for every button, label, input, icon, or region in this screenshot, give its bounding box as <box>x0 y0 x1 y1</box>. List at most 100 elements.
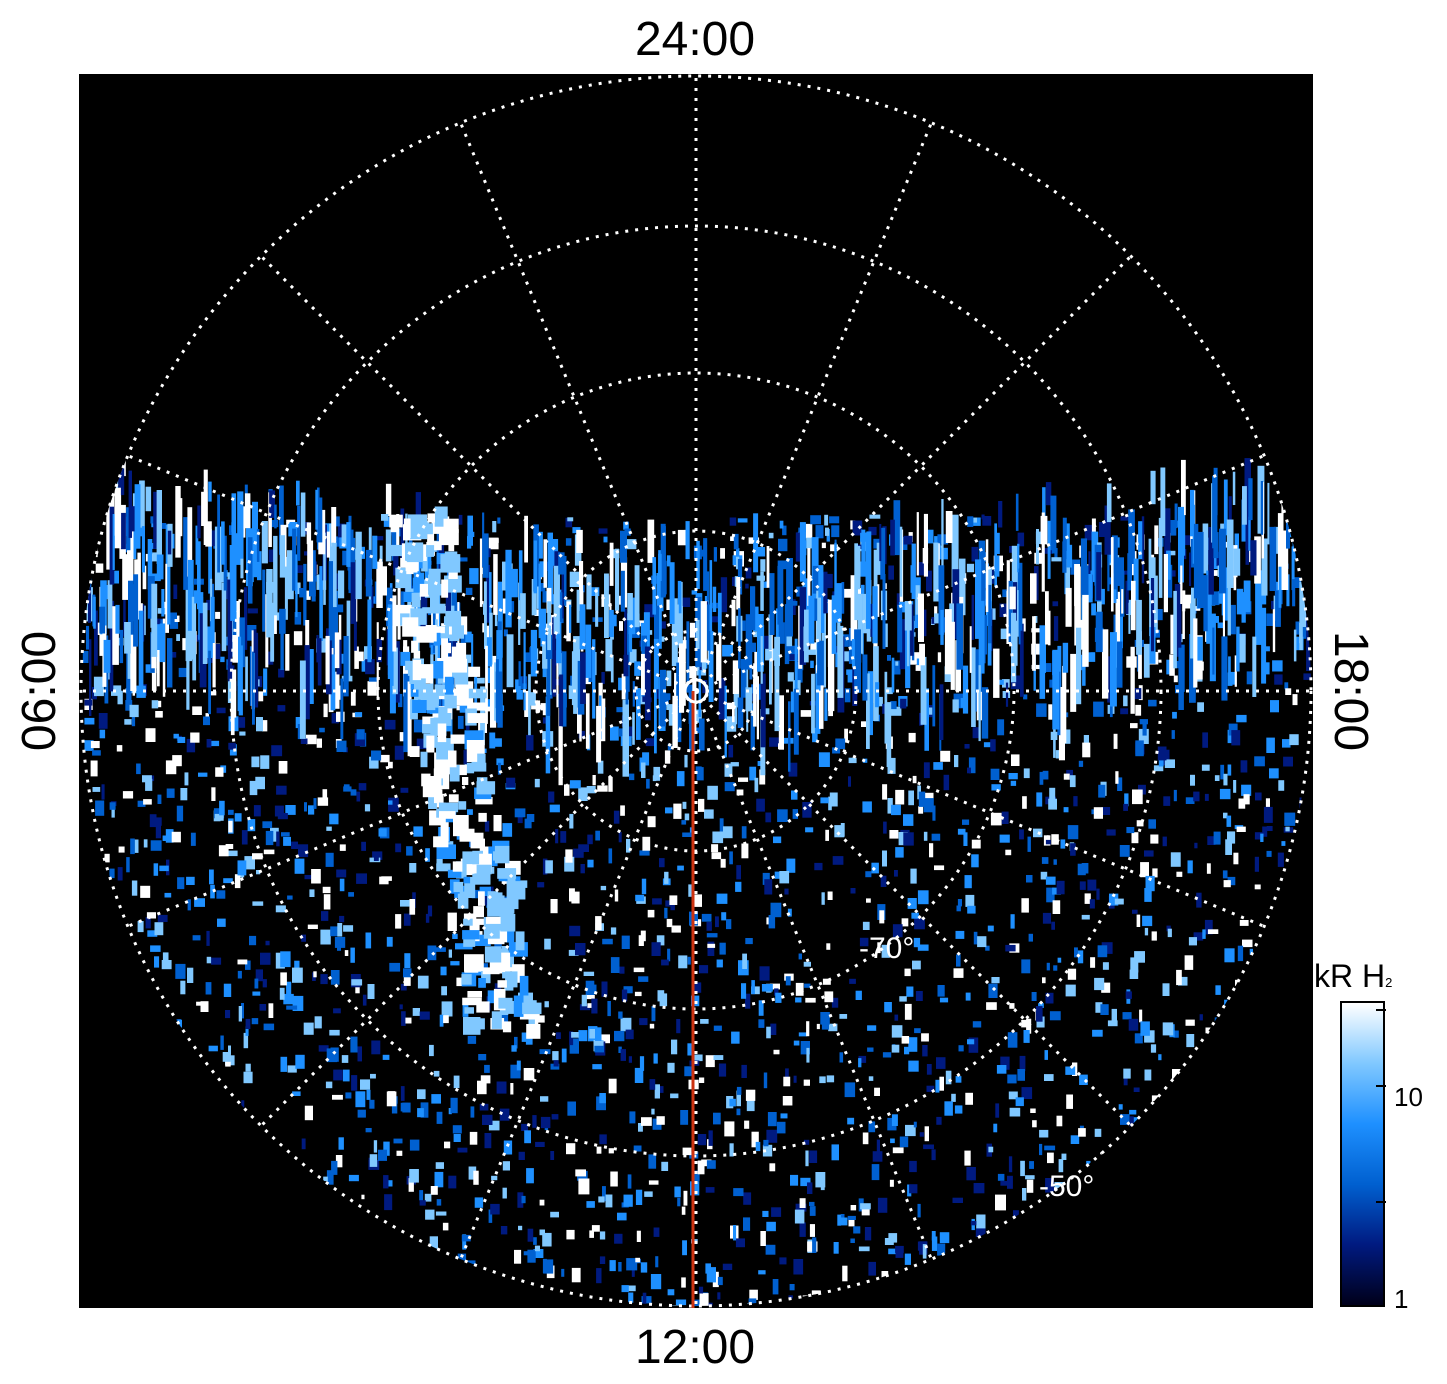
emission-pixel <box>899 996 907 1002</box>
emission-pixel <box>1202 732 1208 748</box>
emission-pixel <box>555 829 559 844</box>
emission-pixel <box>765 812 772 823</box>
auroral-band-streak <box>676 662 681 719</box>
auroral-band-streak <box>1158 517 1163 598</box>
emission-pixel <box>748 1298 757 1306</box>
emission-pixel <box>966 563 975 573</box>
auroral-band-streak <box>485 564 490 623</box>
emission-pixel <box>84 717 95 725</box>
auroral-band-streak <box>257 551 262 581</box>
auroral-band-streak <box>485 645 488 724</box>
emission-pixel <box>540 1096 549 1102</box>
auroral-band-streak <box>1053 616 1059 641</box>
dawn-arc-pixel <box>410 689 419 697</box>
emission-pixel <box>295 717 304 729</box>
emission-pixel <box>812 1237 817 1253</box>
emission-pixel <box>914 918 925 930</box>
emission-pixel <box>986 1002 997 1010</box>
emission-pixel <box>988 983 998 998</box>
emission-pixel <box>952 699 959 713</box>
emission-pixel <box>1022 1188 1027 1201</box>
emission-pixel <box>213 808 225 819</box>
emission-pixel <box>413 826 423 837</box>
colorbar-tick-mark <box>1376 1085 1386 1087</box>
emission-pixel <box>566 1229 575 1240</box>
emission-pixel <box>587 834 593 845</box>
emission-pixel <box>429 1236 438 1251</box>
emission-pixel <box>320 974 328 985</box>
auroral-band-streak <box>1081 565 1089 598</box>
emission-pixel <box>521 1123 528 1131</box>
auroral-band-streak <box>133 574 139 647</box>
emission-pixel <box>1217 622 1223 629</box>
emission-pixel <box>1163 796 1171 806</box>
dawn-arc-pixel <box>469 702 486 711</box>
auroral-band-streak <box>1082 594 1089 667</box>
auroral-band-streak <box>252 632 259 708</box>
emission-pixel <box>1283 756 1293 767</box>
emission-pixel <box>1074 947 1078 958</box>
emission-pixel <box>401 1011 406 1026</box>
emission-pixel <box>924 1126 929 1142</box>
emission-pixel <box>862 921 870 930</box>
emission-pixel <box>772 1279 779 1295</box>
emission-pixel <box>484 820 490 832</box>
emission-pixel <box>316 738 322 748</box>
emission-pixel <box>825 829 829 841</box>
dawn-arc-pixel <box>472 850 483 865</box>
emission-pixel <box>881 1271 889 1280</box>
dawn-arc-pixel <box>474 873 491 885</box>
emission-pixel <box>906 986 914 997</box>
emission-pixel <box>251 756 260 768</box>
emission-pixel <box>629 773 635 781</box>
emission-pixel <box>306 734 317 745</box>
emission-pixel <box>706 1267 716 1283</box>
emission-pixel <box>309 889 315 897</box>
dawn-arc-pixel <box>467 746 478 762</box>
emission-pixel <box>982 516 992 526</box>
emission-pixel <box>1138 728 1149 744</box>
emission-pixel <box>639 1018 648 1026</box>
emission-pixel <box>586 1201 595 1208</box>
auroral-band-streak <box>923 513 928 577</box>
emission-pixel <box>1094 1128 1102 1137</box>
emission-pixel <box>890 1138 895 1144</box>
emission-pixel <box>707 785 718 800</box>
auroral-band-streak <box>518 582 521 645</box>
emission-pixel <box>1045 876 1056 885</box>
emission-pixel <box>450 1097 458 1114</box>
emission-pixel <box>1219 788 1231 800</box>
auroral-band-streak <box>262 569 266 632</box>
emission-pixel <box>225 1010 231 1019</box>
emission-pixel <box>861 721 868 727</box>
emission-pixel <box>409 1169 419 1183</box>
dawn-arc-pixel <box>439 811 456 819</box>
auroral-band-streak <box>680 581 683 619</box>
emission-pixel <box>403 971 411 986</box>
colorbar-tick-label-1: 1 <box>1394 1284 1409 1314</box>
emission-pixel <box>1264 646 1270 652</box>
auroral-band-streak <box>816 590 821 665</box>
emission-pixel <box>746 1096 755 1112</box>
auroral-band-streak <box>718 613 722 689</box>
emission-pixel <box>308 805 315 815</box>
emission-pixel <box>1223 773 1228 786</box>
emission-pixel <box>766 1026 771 1039</box>
emission-pixel <box>917 1203 921 1218</box>
auroral-band-streak <box>328 561 333 641</box>
emission-pixel <box>609 549 620 559</box>
emission-pixel <box>654 1084 660 1099</box>
emission-pixel <box>345 1092 352 1099</box>
auroral-band-streak <box>1286 574 1290 607</box>
auroral-band-streak <box>576 589 580 623</box>
auroral-band-streak <box>884 671 888 744</box>
emission-pixel <box>821 542 826 549</box>
emission-pixel <box>1042 770 1049 780</box>
emission-pixel <box>736 556 740 570</box>
emission-pixel <box>484 1133 492 1149</box>
emission-pixel <box>593 1040 604 1052</box>
emission-pixel <box>1023 768 1030 779</box>
emission-pixel <box>1239 920 1249 926</box>
auroral-band-streak <box>738 608 741 669</box>
emission-pixel <box>552 1051 559 1061</box>
